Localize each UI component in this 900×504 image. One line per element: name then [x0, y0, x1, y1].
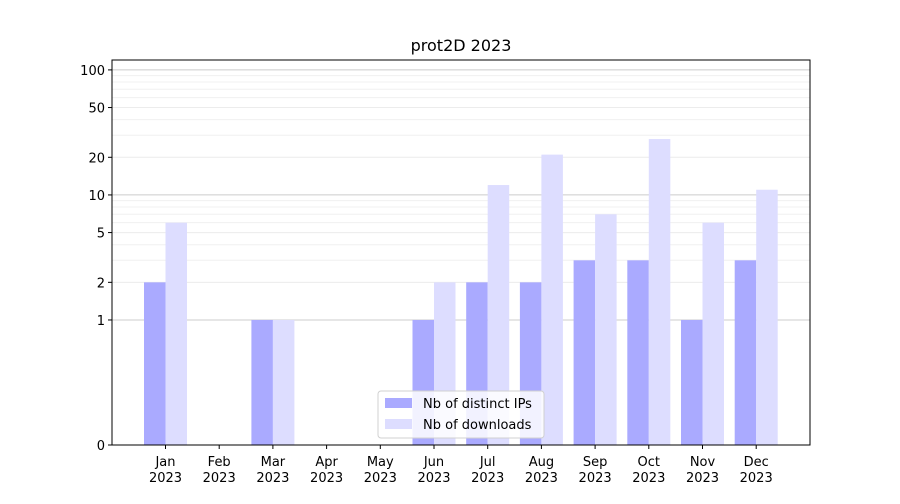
x-tick-label-year: 2023: [471, 471, 504, 486]
bar-distinct-ips: [734, 260, 757, 445]
x-tick-label-year: 2023: [525, 471, 558, 486]
x-tick-label-month: Oct: [638, 455, 660, 470]
plot-frame: [111, 59, 811, 446]
x-tick-label-year: 2023: [417, 471, 450, 486]
legend-label: Nb of distinct IPs: [423, 397, 532, 412]
bar-distinct-ips: [681, 319, 703, 445]
x-axis: Jan2023Feb2023Mar2023Apr2023May2023Jun20…: [149, 445, 773, 486]
x-tick-label-year: 2023: [203, 471, 236, 486]
x-tick-label-month: Jan: [154, 455, 175, 470]
y-axis: 0 1 2 5 10 20 50 100: [80, 64, 112, 454]
legend-label: Nb of downloads: [423, 418, 532, 433]
y-tick-label: 2: [97, 276, 105, 291]
grid-layer: [112, 69, 810, 321]
bar-distinct-ips: [251, 319, 273, 445]
x-tick-label-year: 2023: [579, 471, 612, 486]
x-tick-label-month: Feb: [208, 455, 231, 470]
x-tick-label-month: Jun: [423, 455, 444, 470]
x-tick-label-month: Aug: [529, 455, 554, 470]
x-tick-label-year: 2023: [632, 471, 665, 486]
y-tick-label: 100: [80, 64, 105, 79]
x-tick-label-month: Jul: [479, 455, 496, 470]
x-tick-label-month: Nov: [690, 455, 716, 470]
bar-distinct-ips: [144, 282, 166, 445]
y-tick-label: 10: [88, 189, 105, 204]
y-tick-label: 1: [97, 314, 105, 329]
x-tick-label-year: 2023: [310, 471, 343, 486]
bar-downloads: [702, 222, 724, 445]
x-tick-label-month: Mar: [261, 455, 286, 470]
x-tick-label-year: 2023: [740, 471, 773, 486]
legend-swatch: [385, 419, 412, 429]
bar-downloads: [272, 319, 295, 445]
legend: Nb of distinct IPs Nb of downloads: [377, 390, 545, 439]
x-tick-label-year: 2023: [686, 471, 719, 486]
x-tick-label-month: Apr: [315, 455, 338, 470]
bar-downloads: [595, 214, 617, 445]
y-tick-label: 0: [97, 439, 105, 454]
y-tick-label: 5: [97, 227, 105, 242]
y-tick-label: 20: [88, 151, 105, 166]
x-tick-label-year: 2023: [149, 471, 182, 486]
bar-distinct-ips: [627, 260, 649, 445]
bar-downloads: [487, 185, 510, 445]
bar-distinct-ips: [573, 260, 596, 445]
x-tick-label-month: Sep: [583, 455, 608, 470]
y-tick-label: 50: [88, 102, 105, 117]
bar-downloads: [756, 189, 778, 445]
chart-title: prot2D 2023: [411, 36, 512, 55]
bar-downloads: [541, 154, 563, 446]
x-tick-label-year: 2023: [364, 471, 397, 486]
legend-swatch: [385, 398, 412, 408]
bar-downloads: [165, 222, 187, 445]
bar-downloads: [648, 139, 671, 445]
x-tick-label-month: Dec: [744, 455, 769, 470]
x-tick-label-month: May: [367, 455, 394, 470]
legend-box: [377, 390, 545, 439]
x-tick-label-year: 2023: [256, 471, 289, 486]
